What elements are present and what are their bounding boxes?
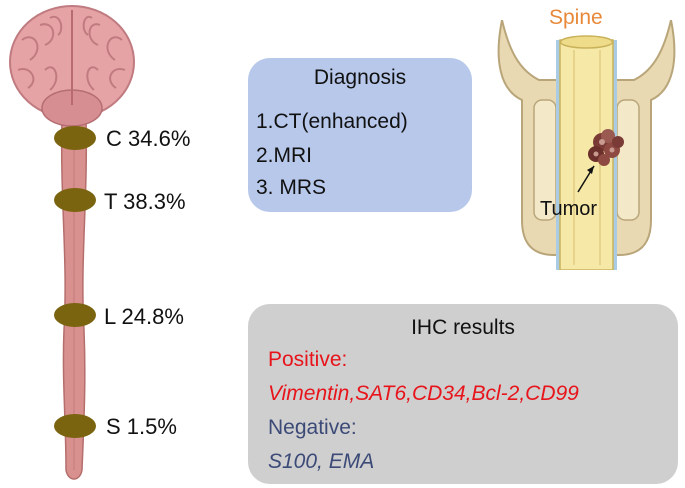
cervical-marker (54, 126, 96, 150)
diagnosis-title: Diagnosis (313, 66, 407, 89)
lumbar-marker (54, 303, 96, 327)
segment-label-lumbar: L 24.8% (104, 304, 184, 329)
segment-label-cervical: C 34.6% (106, 126, 191, 151)
tumor-icon (588, 129, 624, 166)
negative-markers: S100, EMA (268, 450, 375, 473)
segment-label-sacral: S 1.5% (106, 414, 177, 439)
thoracic-marker (54, 188, 96, 212)
positive-label: Positive: (268, 348, 348, 371)
diagnosis-panel: Diagnosis 1.CT(enhanced) 2.MRI 3. MRS (248, 58, 472, 212)
positive-markers: Vimentin,SAT6,CD34,Bcl-2,CD99 (268, 382, 579, 405)
ihc-results-panel: IHC results Positive: Vimentin,SAT6,CD34… (248, 304, 678, 484)
brain-icon (9, 5, 135, 127)
diagnosis-item: 1.CT(enhanced) (256, 110, 408, 133)
sacral-marker (54, 414, 96, 438)
tumor-label: Tumor (540, 198, 598, 220)
diagnosis-item: 2.MRI (256, 144, 313, 167)
brain-spinal-cord-illustration (9, 5, 135, 480)
spine-title: Spine (549, 6, 603, 29)
segment-label-thoracic: T 38.3% (104, 189, 186, 214)
spine-cross-section-illustration (497, 20, 676, 270)
ihc-title: IHC results (411, 316, 515, 339)
diagnosis-item: 3. MRS (256, 176, 327, 199)
negative-label: Negative: (268, 416, 357, 439)
